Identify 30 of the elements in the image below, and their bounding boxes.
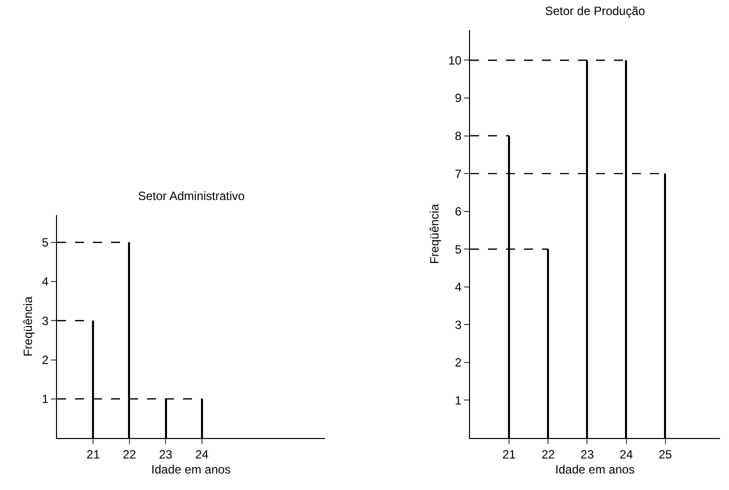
x-tick-label: 23 — [158, 447, 173, 462]
y-tick-label: 2 — [454, 356, 462, 370]
y-tick-label: 5 — [454, 242, 462, 256]
y-tick-label: 8 — [454, 128, 462, 143]
x-axis-title: Idade em anos — [151, 462, 231, 476]
y-tick-label: 5 — [42, 236, 49, 250]
y-tick-label: 2 — [42, 352, 49, 367]
chart-title: Setor Administrativo — [138, 189, 246, 203]
y-tick-label: 6 — [454, 204, 462, 219]
y-tick-label: 4 — [454, 280, 462, 294]
y-tick-label: 3 — [454, 318, 462, 332]
y-tick-label: 1 — [42, 392, 49, 406]
y-tick-label: 7 — [454, 166, 462, 181]
x-tick-label: 21 — [502, 447, 516, 462]
x-tick-label: 23 — [580, 447, 594, 462]
x-tick-label: 24 — [620, 447, 634, 462]
x-tick-label: 24 — [195, 447, 209, 462]
y-tick-label: 1 — [454, 393, 462, 408]
x-axis-title: Idade em anos — [555, 462, 635, 476]
y-tick-label: 10 — [448, 53, 462, 68]
x-tick-label: 22 — [541, 447, 556, 462]
y-tick-label: 4 — [42, 274, 49, 289]
y-tick-label: 3 — [42, 314, 49, 328]
x-tick-label: 22 — [122, 447, 136, 462]
x-tick-label: 21 — [86, 447, 100, 462]
chart-title: Setor de Produção — [545, 4, 646, 18]
x-tick-label: 25 — [658, 447, 672, 462]
y-axis-title: Freqüência — [428, 204, 442, 264]
y-tick-label: 9 — [454, 91, 462, 106]
y-axis-title: Freqüência — [21, 296, 36, 357]
